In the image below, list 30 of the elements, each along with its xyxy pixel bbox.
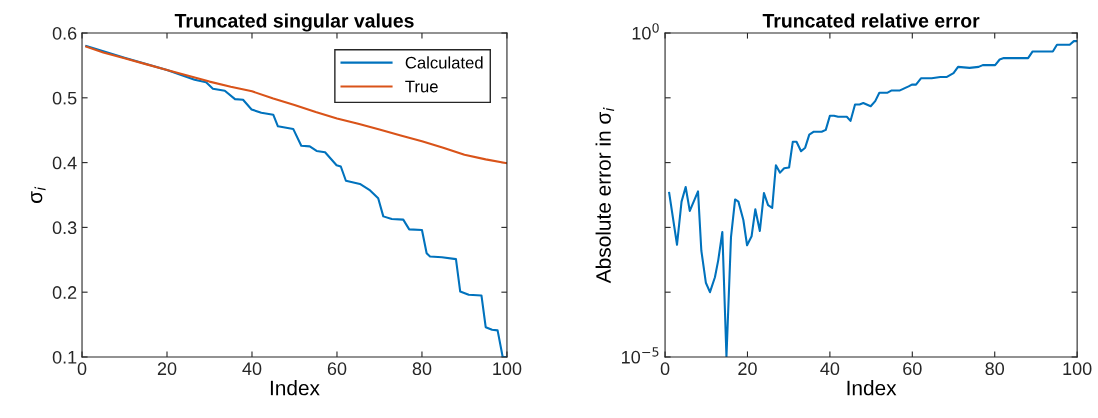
x-tick-label: 60 — [327, 362, 347, 376]
y-tick-label: 0.1 — [52, 350, 77, 364]
x-tick-label: 40 — [242, 362, 262, 376]
y-tick-label: 0.3 — [52, 221, 77, 235]
y-axis-title: σ$_{i}$ — [31, 186, 46, 203]
x-tick-label: 20 — [738, 362, 757, 376]
x-tick-label: 40 — [820, 362, 840, 376]
x-tick-label: 60 — [903, 362, 922, 376]
y-tick-label: 10$^{−5}$ — [622, 347, 659, 364]
y-tick-label: 0.4 — [52, 156, 77, 170]
x-tick-label: 100 — [493, 362, 522, 376]
x-tick-label: 20 — [157, 362, 177, 376]
x-axis-title: Index — [847, 380, 897, 396]
x-tick-label: 80 — [985, 362, 1005, 376]
x-tick-label: 80 — [412, 362, 432, 376]
y-tick-label: 0.2 — [52, 286, 77, 299]
legend-label: True — [405, 80, 438, 93]
y-tick-label: 0.6 — [52, 26, 77, 40]
y-tick-label: 10$^{0}$ — [632, 23, 659, 40]
x-tick-label: 100 — [1063, 362, 1092, 376]
y-tick-label: 0.5 — [52, 91, 77, 105]
x-axis-title: Index — [270, 380, 320, 396]
chart-title: Truncated relative error — [762, 13, 980, 28]
chart-title: Truncated singular values — [174, 13, 414, 32]
legend-label: Calculated — [405, 56, 483, 69]
line-series — [85, 45, 507, 165]
x-tick-label: 0 — [77, 362, 87, 376]
y-axis-title: Absolute error in σ$_{i}$ — [595, 107, 615, 284]
x-tick-label: 0 — [660, 362, 670, 376]
line-series — [668, 40, 1078, 357]
